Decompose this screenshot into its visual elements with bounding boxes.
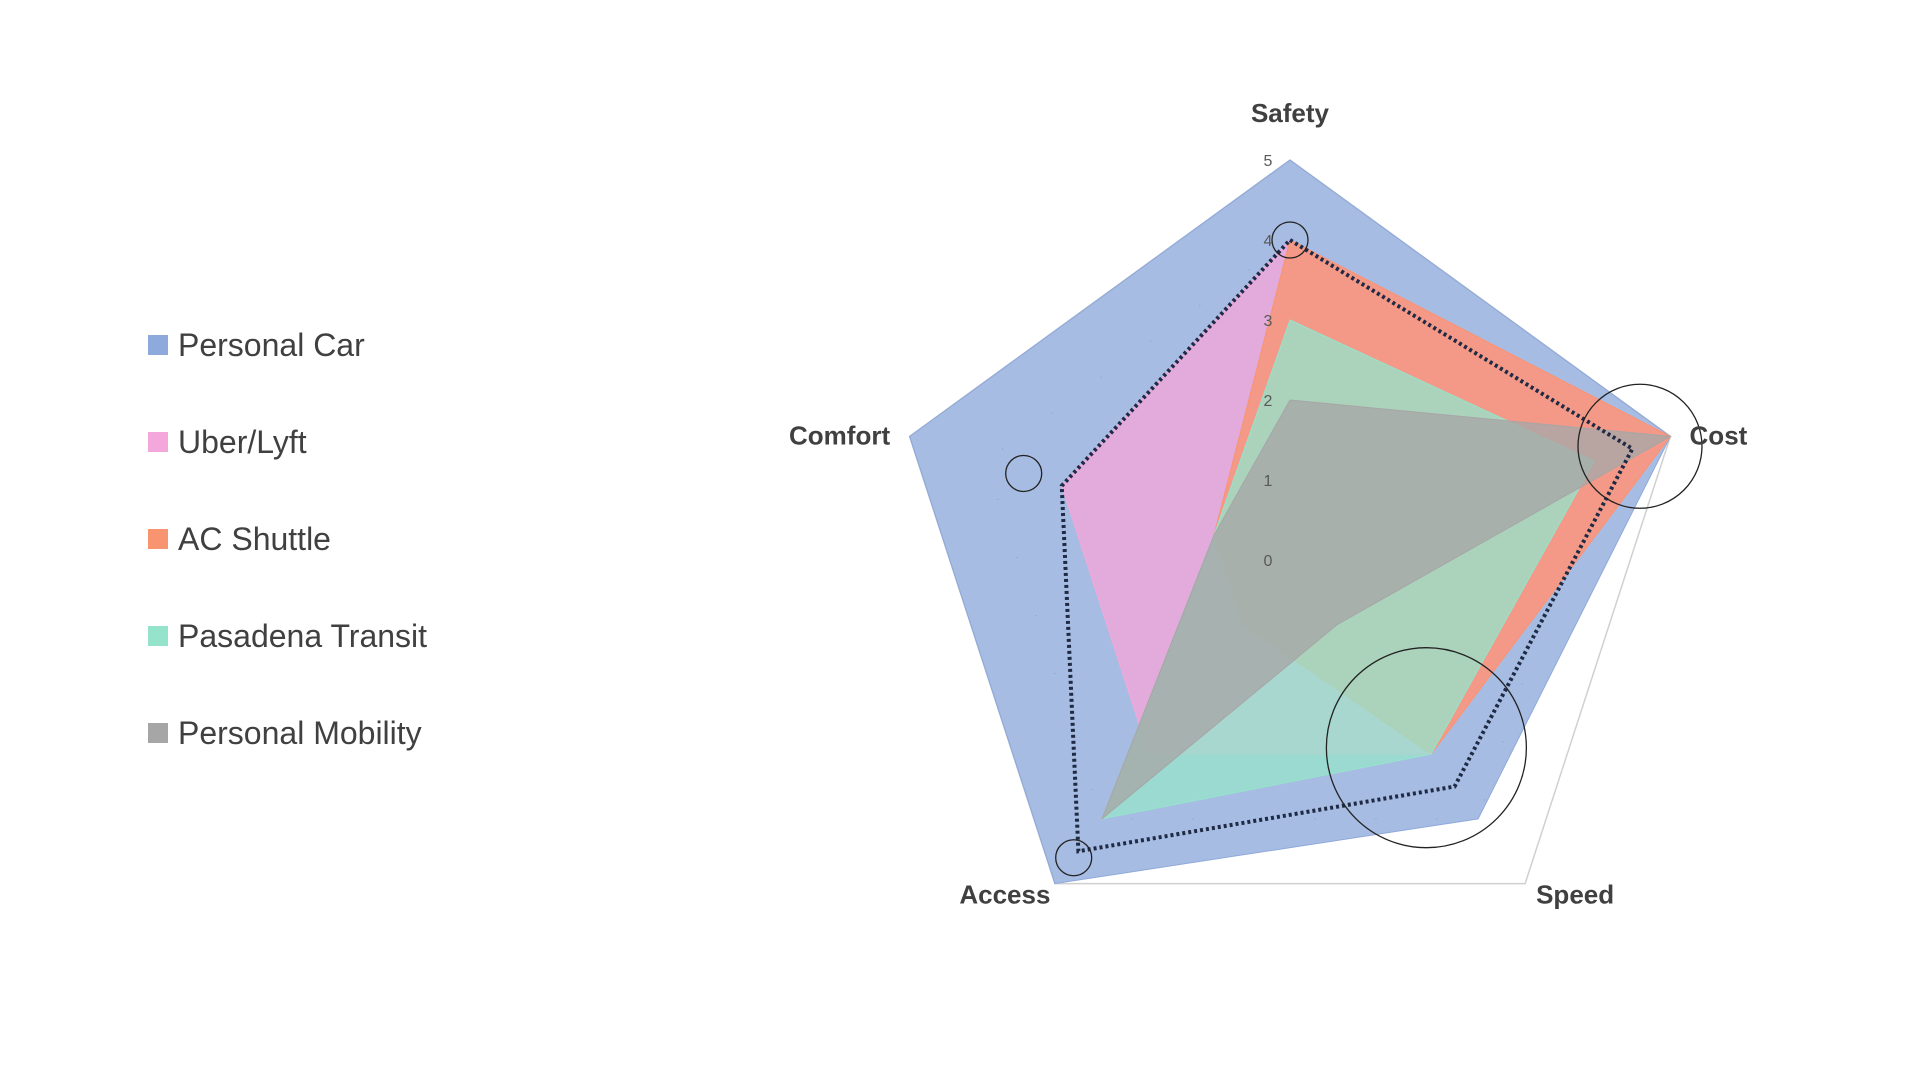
tick-label-2: 2 bbox=[1264, 393, 1273, 410]
tick-label-4: 4 bbox=[1264, 233, 1273, 250]
legend-swatch bbox=[148, 529, 168, 549]
highlight-circle-0 bbox=[1271, 221, 1309, 259]
tick-label-0: 0 bbox=[1264, 553, 1273, 570]
legend-item-ac-shuttle[interactable]: AC Shuttle bbox=[148, 521, 427, 557]
legend-swatch bbox=[148, 335, 168, 355]
legend-swatch bbox=[148, 432, 168, 452]
average-dotted-line bbox=[1059, 237, 1636, 854]
axis-label-4: Comfort bbox=[789, 420, 890, 450]
legend-label: AC Shuttle bbox=[178, 520, 331, 557]
legend: Personal Car Uber/Lyft AC Shuttle Pasade… bbox=[148, 327, 427, 751]
axis-label-2: Speed bbox=[1536, 880, 1614, 910]
axis-label-1: Cost bbox=[1690, 420, 1748, 450]
highlight-circle-4 bbox=[1005, 454, 1043, 493]
highlight-circle-2 bbox=[1325, 647, 1528, 849]
legend-item-personal-mobility[interactable]: Personal Mobility bbox=[148, 715, 427, 751]
legend-item-pasadena-transit[interactable]: Pasadena Transit bbox=[148, 618, 427, 654]
legend-label: Personal Car bbox=[178, 326, 365, 363]
series-area-4 bbox=[1101, 399, 1673, 820]
legend-item-personal-car[interactable]: Personal Car bbox=[148, 327, 427, 363]
legend-label: Personal Mobility bbox=[178, 714, 422, 751]
tick-label-1: 1 bbox=[1264, 473, 1273, 490]
legend-label: Pasadena Transit bbox=[178, 617, 428, 654]
legend-swatch bbox=[148, 626, 168, 646]
legend-label: Uber/Lyft bbox=[178, 423, 307, 460]
highlight-circle-1 bbox=[1577, 383, 1703, 509]
legend-item-uber-lyft[interactable]: Uber/Lyft bbox=[148, 424, 427, 460]
tick-label-3: 3 bbox=[1264, 313, 1273, 330]
axis-label-3: Access bbox=[959, 880, 1050, 910]
axis-label-0: Safety bbox=[1251, 98, 1330, 128]
tick-label-5: 5 bbox=[1264, 153, 1273, 170]
highlight-circle-3 bbox=[1055, 839, 1093, 877]
legend-swatch bbox=[148, 723, 168, 743]
